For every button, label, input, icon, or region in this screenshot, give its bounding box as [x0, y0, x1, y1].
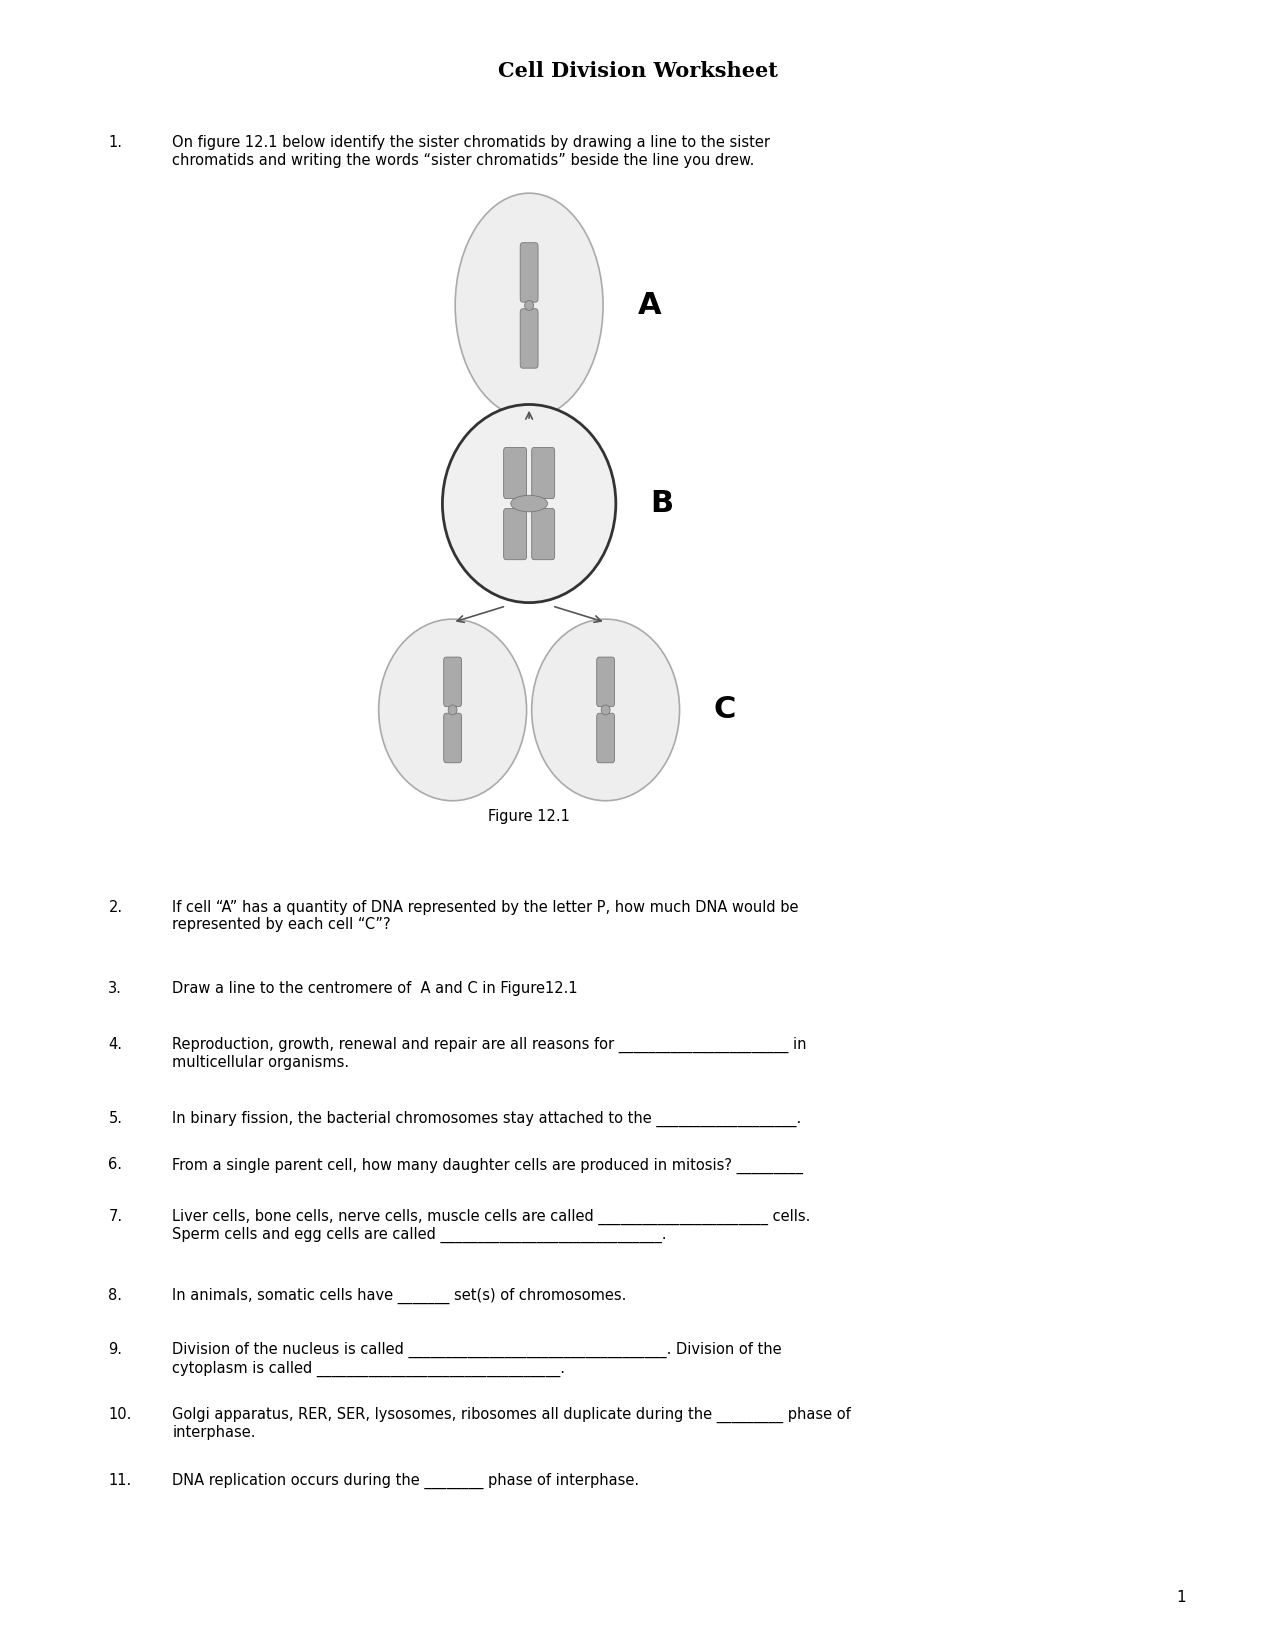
FancyBboxPatch shape [444, 657, 462, 707]
Ellipse shape [379, 619, 527, 801]
FancyBboxPatch shape [597, 657, 615, 707]
Ellipse shape [455, 193, 603, 418]
Text: 6.: 6. [108, 1157, 122, 1172]
Text: A: A [638, 291, 662, 320]
Text: Figure 12.1: Figure 12.1 [488, 809, 570, 824]
FancyBboxPatch shape [444, 713, 462, 763]
Text: Reproduction, growth, renewal and repair are all reasons for ___________________: Reproduction, growth, renewal and repair… [172, 1037, 807, 1070]
Text: In animals, somatic cells have _______ set(s) of chromosomes.: In animals, somatic cells have _______ s… [172, 1288, 626, 1304]
Text: 8.: 8. [108, 1288, 122, 1303]
Text: In binary fission, the bacterial chromosomes stay attached to the ______________: In binary fission, the bacterial chromos… [172, 1111, 802, 1128]
FancyBboxPatch shape [520, 309, 538, 368]
FancyBboxPatch shape [532, 509, 555, 560]
Text: 1: 1 [1176, 1590, 1186, 1605]
Text: Cell Division Worksheet: Cell Division Worksheet [497, 61, 778, 81]
Ellipse shape [442, 404, 616, 603]
FancyBboxPatch shape [597, 713, 615, 763]
Text: 4.: 4. [108, 1037, 122, 1052]
Text: From a single parent cell, how many daughter cells are produced in mitosis? ____: From a single parent cell, how many daug… [172, 1157, 803, 1174]
FancyBboxPatch shape [532, 447, 555, 499]
Text: 7.: 7. [108, 1209, 122, 1223]
FancyBboxPatch shape [504, 509, 527, 560]
Ellipse shape [449, 705, 456, 715]
Text: Liver cells, bone cells, nerve cells, muscle cells are called __________________: Liver cells, bone cells, nerve cells, mu… [172, 1209, 811, 1243]
Text: 2.: 2. [108, 900, 122, 915]
Text: Division of the nucleus is called ___________________________________. Division : Division of the nucleus is called ______… [172, 1342, 782, 1377]
Ellipse shape [511, 495, 547, 512]
Text: C: C [714, 695, 737, 725]
Text: 1.: 1. [108, 135, 122, 150]
Text: If cell “A” has a quantity of DNA represented by the letter P, how much DNA woul: If cell “A” has a quantity of DNA repres… [172, 900, 798, 933]
Text: 11.: 11. [108, 1473, 131, 1488]
Ellipse shape [602, 705, 609, 715]
Text: 3.: 3. [108, 981, 122, 996]
Text: 5.: 5. [108, 1111, 122, 1126]
Ellipse shape [532, 619, 680, 801]
Ellipse shape [525, 300, 533, 310]
Text: Golgi apparatus, RER, SER, lysosomes, ribosomes all duplicate during the _______: Golgi apparatus, RER, SER, lysosomes, ri… [172, 1407, 850, 1440]
Text: On figure 12.1 below identify the sister chromatids by drawing a line to the sis: On figure 12.1 below identify the sister… [172, 135, 770, 168]
FancyBboxPatch shape [504, 447, 527, 499]
Text: 9.: 9. [108, 1342, 122, 1357]
Text: DNA replication occurs during the ________ phase of interphase.: DNA replication occurs during the ______… [172, 1473, 639, 1489]
Text: B: B [650, 489, 673, 518]
FancyBboxPatch shape [520, 243, 538, 302]
Text: 10.: 10. [108, 1407, 131, 1422]
Text: Draw a line to the centromere of  A and C in Figure12.1: Draw a line to the centromere of A and C… [172, 981, 578, 996]
